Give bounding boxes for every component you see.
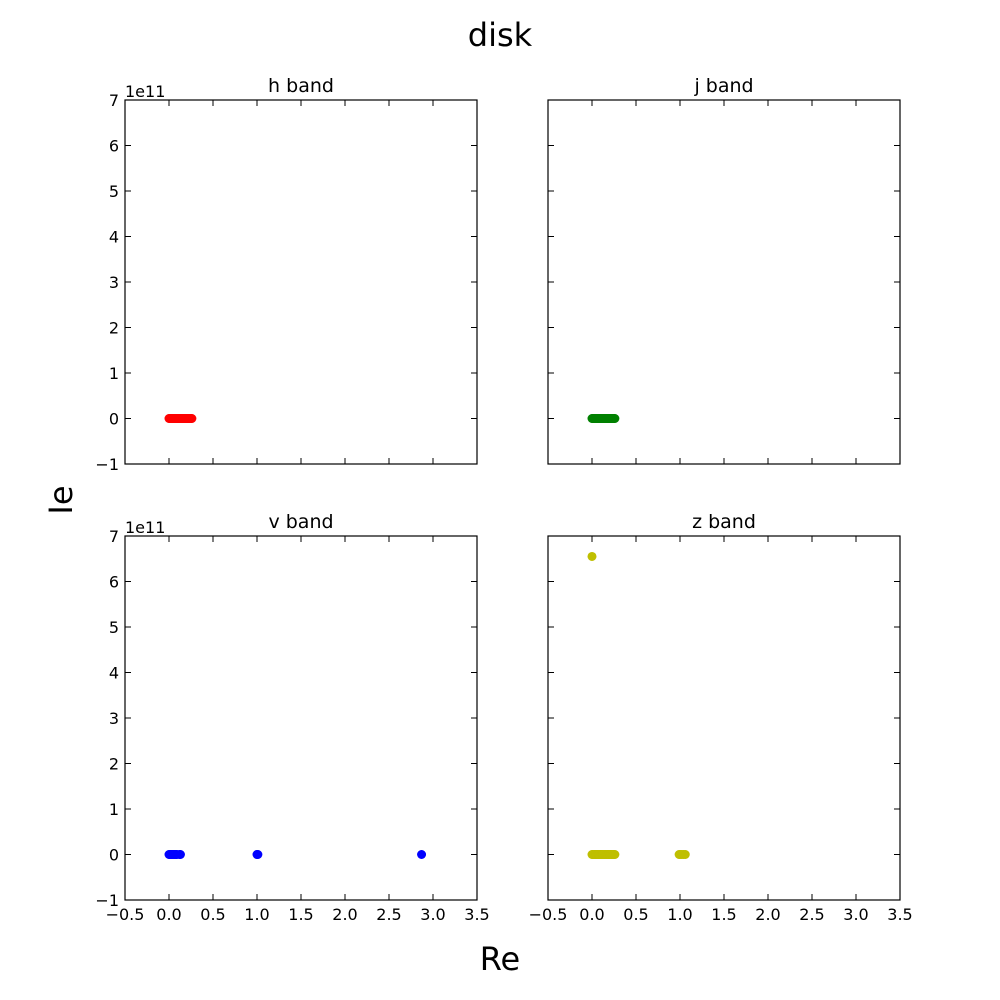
y-tick-label: 7 — [109, 91, 119, 110]
data-point — [680, 849, 690, 859]
y-tick-label: 4 — [109, 228, 119, 247]
subplot-3: z band −0.5 0.0 0.5 1.0 1.5 2.0 2.5 3.0 3.5 — [529, 511, 913, 924]
x-tick-label: 2.0 — [755, 905, 780, 924]
y-tick-label: 3 — [109, 273, 119, 292]
y-tick-label: 0 — [109, 846, 119, 865]
x-tick-label: 1.0 — [667, 905, 692, 924]
x-tick-label: 1.5 — [711, 905, 736, 924]
x-tick-label: 2.5 — [799, 905, 824, 924]
x-tick-label: 3.0 — [843, 905, 868, 924]
y-tick-label: 0 — [109, 410, 119, 429]
data-point — [610, 413, 620, 423]
x-tick-label: 0.0 — [579, 905, 604, 924]
x-tick-label: 3.5 — [887, 905, 912, 924]
y-tick-label: 5 — [109, 618, 119, 637]
y-tick-label: −1 — [95, 455, 119, 474]
y-offset-label: 1e11 — [125, 518, 165, 537]
subplot-2: v band −0.5 0.0 0.5 1.0 1.5 2.0 2.5 3.0 3.5 −1 0 1 2 3… — [95, 511, 489, 924]
y-tick-label: −1 — [95, 891, 119, 910]
data-point — [175, 849, 185, 859]
y-tick-label: 2 — [109, 755, 119, 774]
figure-y-label: Ie — [42, 485, 80, 514]
axes-frame — [547, 99, 901, 465]
subplot-title: h band — [268, 75, 334, 97]
x-tick-label: −0.5 — [529, 905, 568, 924]
data-point — [253, 849, 263, 859]
y-offset-label: 1e11 — [125, 82, 165, 101]
data-point — [187, 413, 197, 423]
subplot-title: z band — [692, 511, 756, 533]
x-tick-label: 0.5 — [623, 905, 648, 924]
subplot-title: j band — [693, 75, 753, 97]
y-tick-label: 7 — [109, 527, 119, 546]
axes-frame — [124, 535, 478, 901]
y-tick-label: 3 — [109, 709, 119, 728]
subplot-0: h band −1 0 1 2 3 4 5 6 7 1e11 — [95, 75, 478, 474]
y-tick-label: 5 — [109, 182, 119, 201]
y-tick-label: 1 — [109, 800, 119, 819]
figure-title: disk — [468, 16, 533, 54]
x-tick-label: 2.5 — [376, 905, 401, 924]
x-tick-label: 2.0 — [332, 905, 357, 924]
subplot-1: j band — [547, 75, 901, 465]
subplots: h band −1 0 1 2 3 4 5 6 7 1e11 j band v band −0.5 0.0 0… — [95, 75, 912, 924]
x-tick-label: 0.5 — [200, 905, 225, 924]
y-tick-label: 1 — [109, 364, 119, 383]
subplot-title: v band — [268, 511, 333, 533]
figure-x-label: Re — [480, 940, 520, 978]
y-tick-label: 6 — [109, 573, 119, 592]
x-tick-label: −0.5 — [106, 905, 145, 924]
axes-frame — [124, 99, 478, 465]
x-tick-label: 1.5 — [288, 905, 313, 924]
y-tick-label: 2 — [109, 319, 119, 338]
x-tick-label: 0.0 — [156, 905, 181, 924]
x-tick-label: 3.0 — [420, 905, 445, 924]
y-tick-label: 4 — [109, 664, 119, 683]
data-point — [417, 849, 427, 859]
axes-frame — [547, 535, 901, 901]
y-tick-label: 6 — [109, 137, 119, 156]
data-point — [587, 551, 597, 561]
data-point — [610, 849, 620, 859]
x-tick-label: 3.5 — [464, 905, 489, 924]
x-tick-label: 1.0 — [244, 905, 269, 924]
